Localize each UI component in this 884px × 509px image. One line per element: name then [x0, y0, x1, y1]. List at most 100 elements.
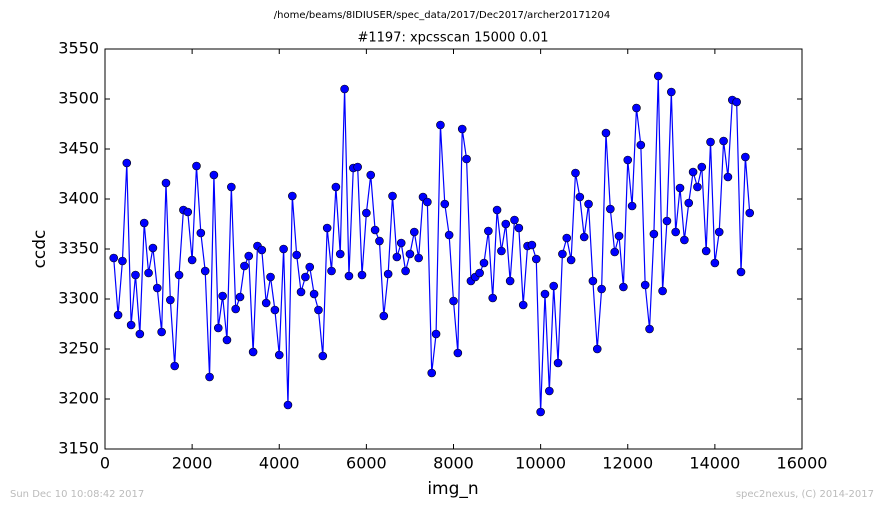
data-point: [475, 268, 484, 278]
y-tick-label: 3400: [58, 189, 99, 208]
data-point: [741, 152, 750, 162]
data-point: [240, 261, 249, 271]
data-point: [479, 258, 489, 268]
data-point: [335, 249, 345, 259]
data-point: [484, 226, 493, 236]
data-point: [571, 168, 580, 178]
data-point: [353, 162, 362, 172]
data-point: [640, 280, 650, 290]
data-point: [157, 327, 166, 337]
data-point: [697, 162, 707, 172]
data-point: [488, 293, 498, 303]
y-tick-label: 3200: [58, 389, 99, 408]
data-point: [296, 287, 306, 297]
data-point: [706, 137, 715, 147]
data-point: [444, 230, 454, 240]
data-point: [610, 247, 619, 257]
data-point: [322, 223, 332, 233]
x-tick-label: 6000: [346, 454, 387, 473]
plot-frame: [104, 48, 803, 450]
data-point: [440, 199, 450, 209]
data-point: [392, 252, 402, 262]
data-point: [235, 292, 245, 302]
data-point: [309, 289, 319, 299]
data-point: [579, 232, 589, 242]
data-point: [131, 270, 140, 280]
data-point: [732, 97, 741, 107]
data-point: [531, 254, 541, 264]
data-point: [505, 276, 515, 286]
data-point: [667, 87, 676, 97]
data-point: [388, 191, 397, 201]
data-point: [649, 229, 659, 239]
data-point: [536, 407, 545, 417]
data-point: [331, 182, 341, 192]
y-tick-label: 3300: [58, 289, 99, 308]
footer-right: spec2nexus, (C) 2014-2017: [736, 489, 874, 500]
data-point: [231, 304, 240, 314]
data-point: [383, 269, 393, 279]
data-point: [196, 228, 206, 238]
data-point: [327, 266, 336, 276]
data-point: [314, 305, 323, 315]
data-point: [680, 235, 689, 245]
data-point: [170, 361, 179, 371]
data-point: [205, 372, 214, 382]
data-point: [218, 291, 227, 301]
data-point: [227, 182, 236, 192]
x-axis-label: img_n: [427, 479, 478, 499]
data-point: [122, 158, 132, 168]
y-axis-label: ccdc: [30, 230, 50, 269]
data-point: [719, 136, 728, 146]
data-point: [266, 272, 275, 282]
data-point: [126, 320, 136, 330]
data-point: [436, 120, 445, 130]
chart-title: #1197: xpcsscan 15000 0.01: [357, 31, 548, 46]
data-point: [632, 103, 641, 113]
data-point: [645, 324, 654, 334]
x-tick-label: 12000: [602, 454, 653, 473]
data-point: [261, 298, 271, 308]
data-point: [357, 270, 367, 280]
data-point: [248, 347, 258, 357]
data-point: [409, 227, 419, 237]
data-point: [492, 205, 502, 215]
data-point: [501, 219, 511, 229]
y-tick-label: 3550: [58, 39, 99, 58]
y-tick-label: 3250: [58, 339, 99, 358]
data-point: [714, 227, 724, 237]
data-point: [684, 198, 694, 208]
data-point: [518, 300, 528, 310]
data-point: [396, 238, 406, 248]
data-point: [161, 178, 171, 188]
data-point: [292, 250, 301, 260]
data-point: [540, 289, 550, 299]
footer-left: Sun Dec 10 10:08:42 2017: [10, 489, 144, 500]
data-point: [597, 284, 606, 294]
data-point: [174, 270, 184, 280]
x-tick-label: 16000: [777, 454, 828, 473]
data-point: [601, 128, 611, 138]
suptitle: /home/beams/8IDIUSER/spec_data/2017/Dec2…: [274, 10, 610, 21]
data-point: [401, 266, 410, 276]
data-point: [566, 255, 576, 265]
data-point: [636, 140, 646, 150]
y-tick-label: 3150: [58, 439, 99, 458]
data-point: [588, 276, 598, 286]
data-point: [558, 249, 567, 259]
data-point: [549, 281, 558, 291]
data-point: [675, 183, 685, 193]
data-point: [693, 182, 702, 192]
data-point: [301, 272, 310, 282]
data-point: [619, 282, 628, 292]
data-point: [274, 350, 284, 360]
data-point: [379, 311, 389, 321]
data-point: [614, 231, 624, 241]
data-point: [575, 192, 585, 202]
data-point: [723, 172, 733, 182]
data-point: [414, 253, 423, 263]
data-point: [375, 236, 384, 246]
data-point: [288, 191, 297, 201]
data-point: [462, 154, 471, 164]
